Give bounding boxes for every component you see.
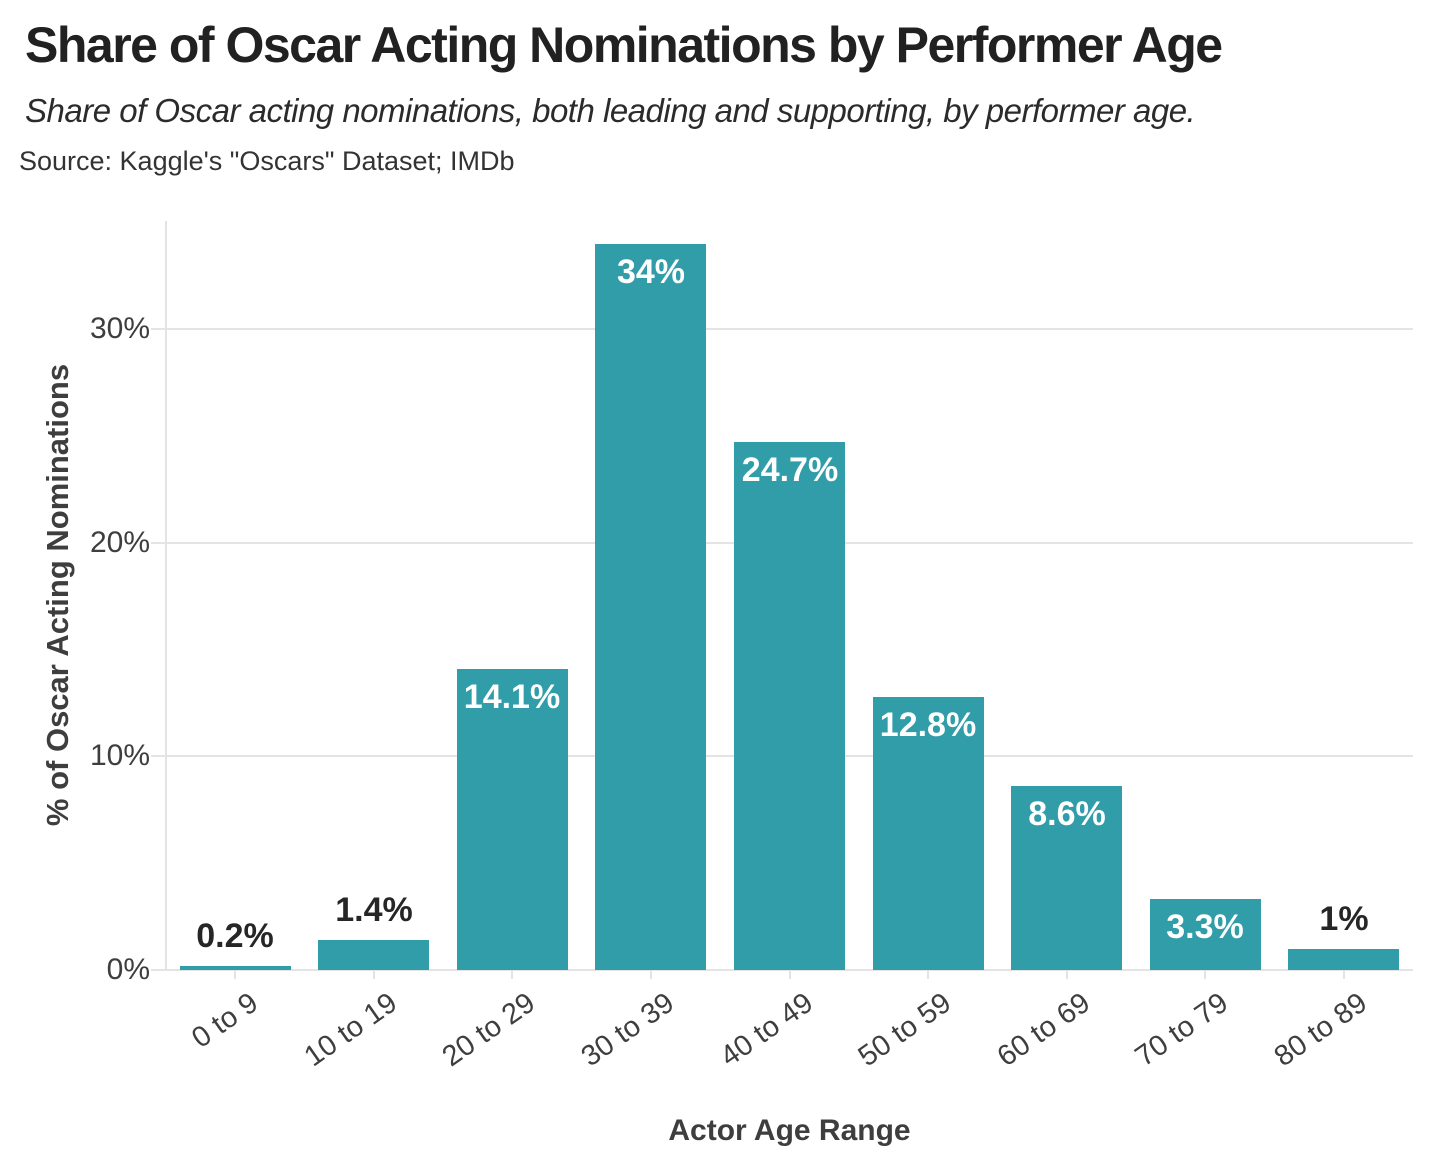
x-tick-mark	[511, 971, 513, 979]
x-tick-mark	[1066, 971, 1068, 979]
bar-value-label: 0.2%	[196, 917, 274, 955]
x-tick-label: 50 to 59	[852, 986, 957, 1074]
bar-40-to-49	[734, 442, 845, 970]
y-tick-label: 30%	[89, 312, 150, 345]
bar-60-to-69	[1011, 786, 1122, 970]
y-tick-label: 0%	[106, 953, 150, 986]
bar-value-label: 24.7%	[741, 451, 839, 489]
x-tick-label: 10 to 19	[298, 986, 403, 1074]
y-tick-label: 10%	[89, 739, 150, 772]
bar-50-to-59	[873, 697, 984, 970]
chart-source: Source: Kaggle's "Oscars" Dataset; IMDb	[19, 146, 515, 176]
bar-30-to-39	[595, 244, 706, 970]
x-tick-label: 80 to 89	[1268, 986, 1373, 1074]
x-tick-mark	[789, 971, 791, 979]
bar-70-to-79	[1150, 899, 1261, 970]
x-tick-mark	[650, 971, 652, 979]
bar-value-label: 1.4%	[335, 891, 413, 929]
x-tick-mark	[1343, 971, 1345, 979]
x-tick-mark	[234, 971, 236, 979]
y-tick-mark	[151, 755, 165, 757]
x-tick-label: 0 to 9	[186, 986, 264, 1055]
gridline-0	[166, 969, 1413, 971]
bar-value-label: 14.1%	[463, 678, 561, 716]
y-tick-mark	[151, 542, 165, 544]
x-tick-label: 60 to 69	[991, 986, 1096, 1074]
y-axis-line	[165, 221, 167, 971]
x-tick-label: 30 to 39	[575, 986, 680, 1074]
bar-value-label: 12.8%	[879, 706, 977, 744]
x-tick-label: 20 to 29	[436, 986, 541, 1074]
bar-80-to-89	[1288, 949, 1399, 970]
bar-20-to-29	[457, 669, 568, 970]
y-tick-mark	[151, 328, 165, 330]
chart-subtitle: Share of Oscar acting nominations, both …	[25, 92, 1196, 129]
bar-value-label: 1%	[1319, 900, 1369, 938]
chart-title: Share of Oscar Acting Nominations by Per…	[25, 17, 1223, 73]
x-tick-mark	[373, 971, 375, 979]
bar-0-to-9	[180, 966, 291, 970]
bar-value-label: 8.6%	[1028, 795, 1106, 833]
bar-value-label: 34%	[616, 253, 686, 291]
x-tick-label: 40 to 49	[714, 986, 819, 1074]
gridline-30	[166, 328, 1413, 330]
bar-10-to-19	[318, 940, 429, 970]
y-tick-label: 20%	[89, 526, 150, 559]
x-tick-mark	[927, 971, 929, 979]
x-axis-title: Actor Age Range	[668, 1114, 911, 1147]
y-tick-mark	[151, 969, 165, 971]
x-tick-mark	[1204, 971, 1206, 979]
bar-value-label: 3.3%	[1166, 908, 1244, 946]
x-tick-label: 70 to 79	[1129, 986, 1234, 1074]
